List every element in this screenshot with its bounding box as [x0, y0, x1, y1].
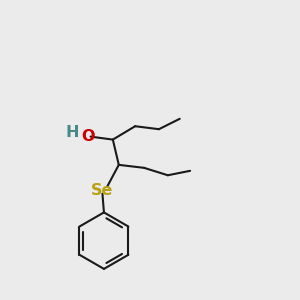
Text: O: O — [81, 129, 94, 144]
Text: H: H — [66, 125, 80, 140]
Text: Se: Se — [91, 183, 114, 198]
